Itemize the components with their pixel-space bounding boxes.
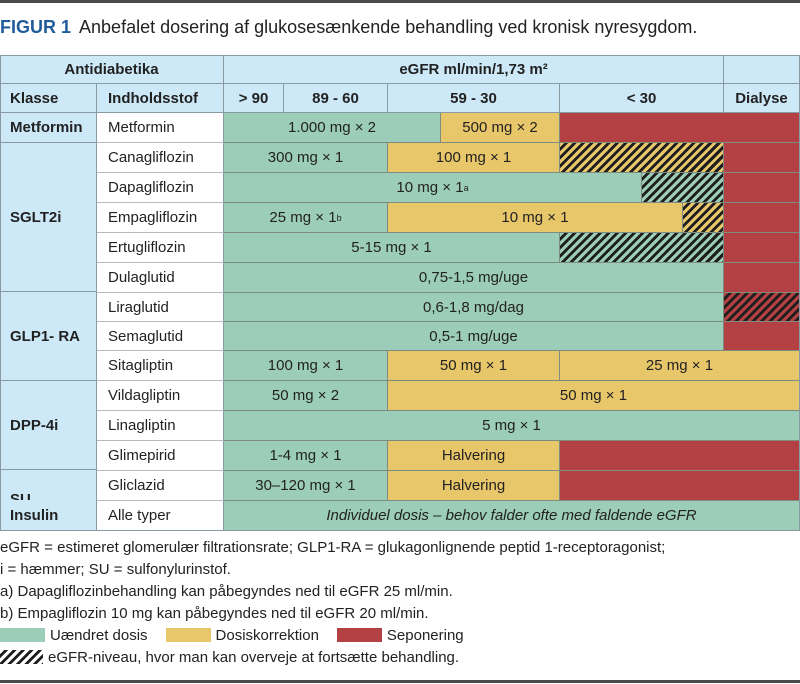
column-header-gt90: > 90 — [224, 84, 284, 113]
legend-item-dose-adjust: Dosiskorrektion — [165, 626, 319, 644]
drug-dapagliflozin: Dapagliflozin — [97, 173, 224, 203]
class-metformin: Metformin — [0, 113, 97, 143]
drug-semaglutid: Semaglutid — [97, 322, 224, 351]
footnote-a-text: a) Dapagliflozinbehandling kan påbegynde… — [0, 583, 453, 600]
dose-canagliflozin-continue-hatch — [560, 143, 724, 173]
drug-canagliflozin: Canagliflozin — [97, 143, 224, 173]
top-rule — [0, 0, 800, 3]
dosing-table: Antidiabetika eGFR ml/min/1,73 m² Klasse… — [0, 55, 800, 531]
dose-glimepirid-unchanged: 1-4 mg × 1 — [224, 441, 388, 471]
column-header-89-60: 89 - 60 — [284, 84, 388, 113]
dose-dulaglutid-discontinue — [724, 263, 800, 293]
dose-sitagliptin-unchanged: 100 mg × 1 — [224, 351, 388, 381]
legend-swatch-yellow — [165, 628, 211, 642]
legend-label-dose-adjust: Dosiskorrektion — [215, 626, 319, 644]
legend-swatch-hatch — [0, 650, 43, 664]
dose-dapagliflozin-continue-hatch — [642, 173, 724, 203]
column-header-59-30: 59 - 30 — [388, 84, 560, 113]
drug-liraglutid: Liraglutid — [97, 293, 224, 322]
footnotes: eGFR = estimeret glomerulær filtrationsr… — [0, 537, 800, 625]
dose-canagliflozin-discontinue — [724, 143, 800, 173]
class-sglt2i: SGLT2i — [0, 143, 97, 292]
class-insulin: Insulin — [0, 500, 97, 531]
drug-insulin: Alle typer — [97, 501, 224, 531]
column-header-lt30: < 30 — [560, 84, 724, 113]
legend-row-colors: Uændret dosis Dosiskorrektion Seponering — [0, 624, 482, 646]
class-dpp4i: DPP-4i — [0, 381, 97, 470]
drug-linagliptin: Linagliptin — [97, 411, 224, 441]
dose-gliclazid-adjust: Halvering — [388, 471, 560, 501]
dose-glimepirid-discontinue — [560, 441, 800, 471]
header-antidiabetika: Antidiabetika — [0, 55, 224, 84]
dose-gliclazid-unchanged: 30–120 mg × 1 — [224, 471, 388, 501]
dose-linagliptin-unchanged: 5 mg × 1 — [224, 411, 800, 441]
dose-gliclazid-discontinue — [560, 471, 800, 501]
dose-canagliflozin-adjust: 100 mg × 1 — [388, 143, 560, 173]
header-empty — [724, 55, 800, 84]
dose-semaglutid-unchanged: 0,5-1 mg/uge — [224, 322, 724, 351]
dose-dulaglutid-unchanged: 0,75-1,5 mg/uge — [224, 263, 724, 293]
legend-label-hatch: eGFR-niveau, hvor man kan overveje at fo… — [48, 648, 460, 666]
abbreviations-line-2: i = hæmmer; SU = sulfonylurinstof. — [0, 561, 231, 578]
dose-canagliflozin-unchanged: 300 mg × 1 — [224, 143, 388, 173]
column-header-indholdsstof: Indholdsstof — [97, 84, 224, 113]
drug-ertugliflozin: Ertugliflozin — [97, 233, 224, 263]
legend-swatch-green — [0, 628, 45, 642]
drug-empagliflozin: Empagliflozin — [97, 203, 224, 233]
legend-label-discontinue: Seponering — [386, 626, 464, 644]
figure-title: FIGUR 1 Anbefalet dosering af glukosesæn… — [0, 17, 697, 38]
drug-dulaglutid: Dulaglutid — [97, 263, 224, 293]
dose-empagliflozin-text: 25 mg × 1 — [269, 209, 337, 226]
figure-caption: Anbefalet dosering af glukosesænkende be… — [79, 17, 698, 37]
drug-gliclazid: Gliclazid — [97, 471, 224, 501]
drug-glimepirid: Glimepirid — [97, 441, 224, 471]
dose-dapagliflozin-text: 10 mg × 1 — [396, 179, 464, 196]
dose-dapagliflozin-discontinue — [724, 173, 800, 203]
dose-insulin-unchanged: Individuel dosis – behov falder ofte med… — [224, 501, 800, 531]
dose-liraglutid-continue-hatch — [724, 293, 800, 322]
dose-ertugliflozin-discontinue — [724, 233, 800, 263]
dose-sitagliptin-adjust-1: 50 mg × 1 — [388, 351, 560, 381]
drug-metformin: Metformin — [97, 113, 224, 143]
header-egfr: eGFR ml/min/1,73 m² — [224, 55, 724, 84]
abbreviations-line-1: eGFR = estimeret glomerulær filtrationsr… — [0, 539, 666, 556]
drug-sitagliptin: Sitagliptin — [97, 351, 224, 381]
figure-label: FIGUR 1 — [0, 17, 72, 37]
legend: Uændret dosis Dosiskorrektion Seponering… — [0, 624, 482, 668]
dose-sitagliptin-adjust-2: 25 mg × 1 — [560, 351, 800, 381]
dose-empagliflozin-discontinue — [724, 203, 800, 233]
class-glp1ra: GLP1- RA — [0, 292, 97, 381]
dose-empagliflozin-continue-hatch — [683, 203, 724, 233]
dose-metformin-adjust: 500 mg × 2 — [441, 113, 560, 143]
dose-vildagliptin-adjust: 50 mg × 1 — [388, 381, 800, 411]
column-header-dialyse: Dialyse — [724, 84, 800, 113]
dose-empagliflozin-adjust: 10 mg × 1 — [388, 203, 683, 233]
column-header-klasse: Klasse — [0, 84, 97, 113]
legend-item-discontinue: Seponering — [336, 626, 464, 644]
dose-ertugliflozin-unchanged: 5-15 mg × 1 — [224, 233, 560, 263]
legend-label-unchanged: Uændret dosis — [50, 626, 148, 644]
bottom-rule — [0, 680, 800, 683]
dose-ertugliflozin-continue-hatch — [560, 233, 724, 263]
legend-swatch-red — [336, 628, 382, 642]
dose-glimepirid-adjust: Halvering — [388, 441, 560, 471]
drug-vildagliptin: Vildagliptin — [97, 381, 224, 411]
legend-item-unchanged: Uændret dosis — [0, 627, 148, 644]
dose-metformin-unchanged: 1.000 mg × 2 — [224, 113, 441, 143]
dose-semaglutid-discontinue — [724, 322, 800, 351]
legend-row-hatch: eGFR-niveau, hvor man kan overveje at fo… — [0, 646, 482, 668]
footnote-b-text: b) Empagliflozin 10 mg kan påbegyndes ne… — [0, 605, 429, 622]
dose-vildagliptin-unchanged: 50 mg × 2 — [224, 381, 388, 411]
dose-liraglutid-unchanged: 0,6-1,8 mg/dag — [224, 293, 724, 322]
dose-metformin-discontinue — [560, 113, 800, 143]
